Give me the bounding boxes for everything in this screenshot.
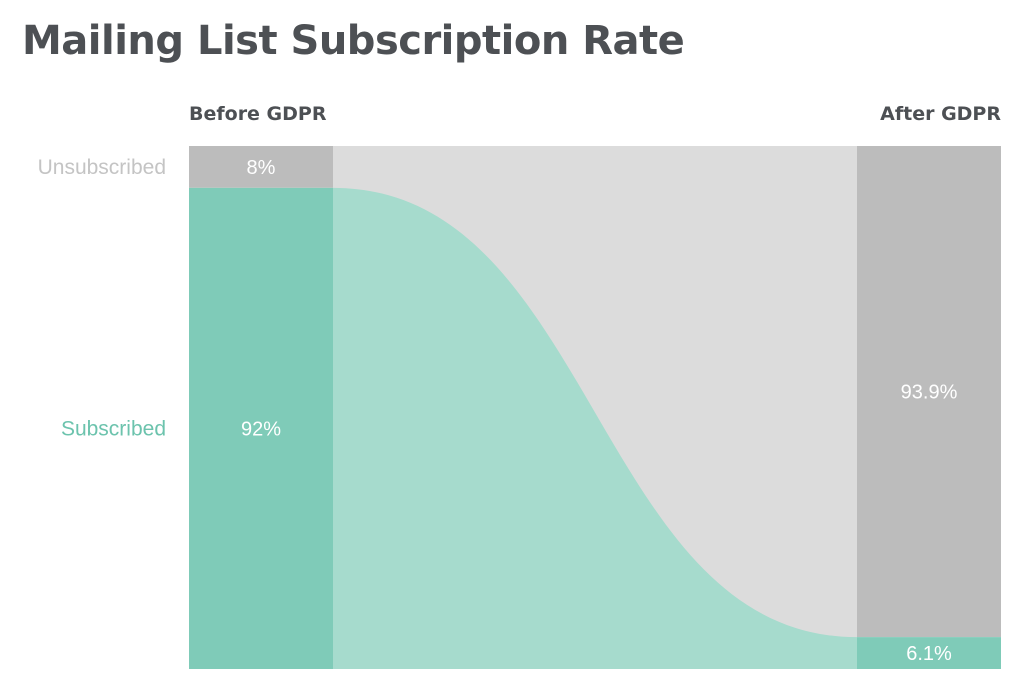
flow-subscribed xyxy=(333,187,857,669)
chart-title: Mailing List Subscription Rate xyxy=(22,18,685,64)
bar-before-subscribed xyxy=(189,187,333,669)
stage-label-after: After GDPR xyxy=(880,103,1001,125)
bar-after-subscribed xyxy=(857,637,1001,669)
bar-after-unsubscribed xyxy=(857,146,1001,638)
value-label-before-subscribed: 92% xyxy=(241,418,281,440)
category-label-subscribed: Subscribed xyxy=(61,417,166,440)
value-label-after-unsubscribed: 93.9% xyxy=(901,382,958,404)
value-label-before-unsubscribed: 8% xyxy=(247,157,276,179)
label-layer: Before GDPR After GDPR Unsubscribed Subs… xyxy=(38,103,1002,665)
stage-label-before: Before GDPR xyxy=(189,103,327,125)
category-label-unsubscribed: Unsubscribed xyxy=(38,156,166,179)
bar-layer xyxy=(189,146,1001,669)
bar-before-unsubscribed xyxy=(189,146,333,188)
flow-layer xyxy=(333,146,857,669)
value-label-after-subscribed: 6.1% xyxy=(906,643,952,665)
